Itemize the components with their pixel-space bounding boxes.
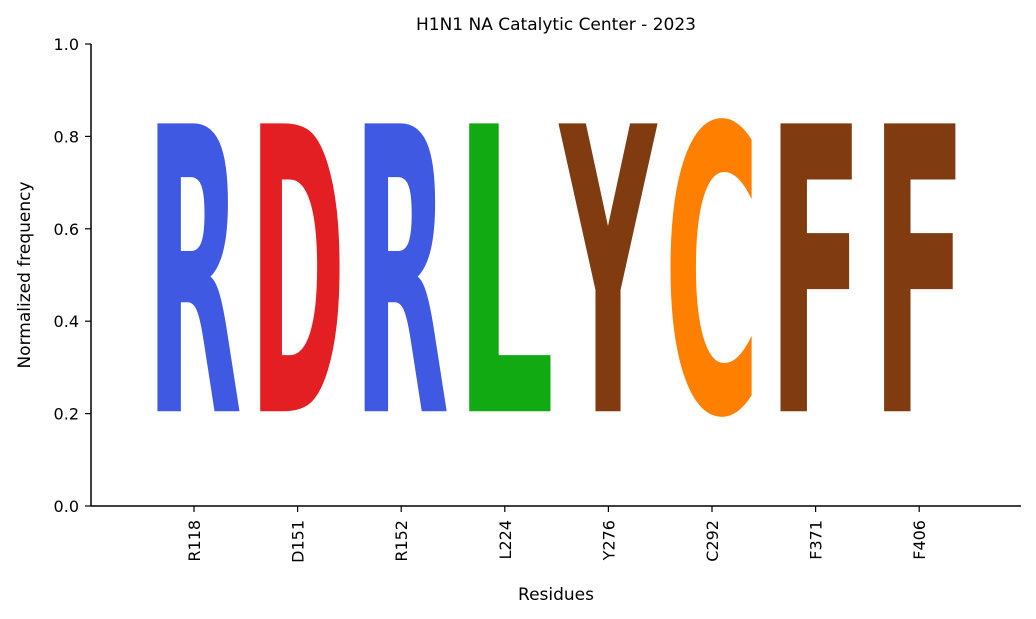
y-tick-label: 1.0: [54, 35, 79, 54]
y-tick-label: 0.8: [54, 127, 79, 146]
x-tick-label: R152: [392, 520, 411, 562]
logo-letter-c292: C: [664, 46, 760, 505]
x-tick-label: C292: [703, 520, 722, 562]
logo-letter-l224: L: [455, 45, 555, 505]
logo-letter-r152: R: [353, 46, 449, 506]
y-axis-ticks: 0.0 0.2 0.4 0.6 0.8 1.0: [54, 35, 91, 516]
chart-title: H1N1 NA Catalytic Center - 2023: [416, 15, 696, 35]
y-tick-label: 0.0: [54, 497, 79, 516]
logo-letter-d151: D: [250, 45, 346, 505]
logo-letter-f371: F: [768, 45, 864, 505]
x-tick-label: F406: [910, 520, 929, 560]
x-axis-label: Residues: [518, 585, 594, 605]
y-tick-label: 0.6: [54, 220, 79, 239]
y-tick-label: 0.4: [54, 312, 79, 331]
x-tick-label: L224: [496, 520, 515, 559]
x-tick-label: D151: [289, 520, 308, 563]
y-tick-label: 0.2: [54, 405, 79, 424]
x-tick-label: Y276: [599, 520, 618, 561]
x-tick-label: F371: [807, 520, 826, 560]
logo-letter-y276: Y: [558, 44, 658, 505]
y-axis-label: Normalized frequency: [15, 181, 35, 368]
x-axis-ticks: R118 D151 R152 L224 Y276 C292 F371 F406: [185, 506, 929, 563]
logo-letter-f406: F: [871, 45, 967, 505]
logo-letter-r118: R: [146, 46, 242, 506]
x-tick-label: R118: [185, 520, 204, 562]
